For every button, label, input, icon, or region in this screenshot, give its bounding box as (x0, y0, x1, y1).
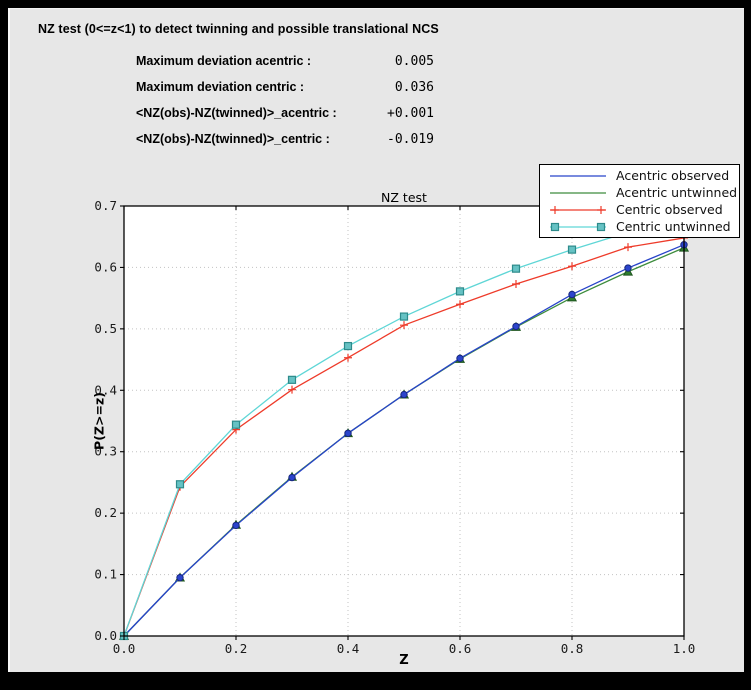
acentric-observed-line-sample-icon (550, 174, 606, 177)
x-tick-label: 0.2 (225, 641, 248, 656)
stat-max-deviation-acentric: Maximum deviation acentric : 0.005 (10, 54, 440, 70)
app-window: NZ test (0<=z<1) to detect twinning and … (8, 8, 744, 672)
stat-label: <NZ(obs)-NZ(twinned)>_acentric : (136, 106, 337, 120)
y-tick-label: 0.5 (94, 321, 117, 336)
stat-nz-diff-centric: <NZ(obs)-NZ(twinned)>_centric : -0.019 (10, 132, 440, 148)
legend-entry-acentric-observed: Acentric observed (546, 167, 739, 184)
legend-entry-centric-observed: Centric observed (546, 201, 739, 218)
acentric-untwinned-line-sample-icon (550, 191, 606, 194)
stat-value: 0.036 (394, 80, 434, 95)
y-tick-label: 0.6 (94, 259, 117, 274)
x-tick-label: 0.8 (561, 641, 584, 656)
legend-label: Acentric untwinned (616, 185, 738, 200)
stat-value: 0.005 (394, 54, 434, 69)
stat-value: +0.001 (387, 106, 434, 121)
x-tick-label: 0.0 (113, 641, 136, 656)
y-tick-label: 0.0 (94, 628, 117, 643)
x-tick-label: 0.4 (337, 641, 360, 656)
legend-label: Acentric observed (616, 168, 730, 183)
plot-area (124, 206, 684, 636)
series-acentric-observed (120, 241, 688, 640)
y-tick-label: 0.3 (94, 444, 117, 459)
y-axis-label: P(Z>=z) (91, 392, 107, 450)
stat-label: Maximum deviation centric : (136, 80, 305, 94)
stat-label: Maximum deviation acentric : (136, 54, 312, 68)
legend-label: Centric observed (616, 202, 723, 217)
x-axis-label: Z (399, 653, 409, 668)
centric-observed-line-sample-icon (550, 205, 606, 214)
y-tick-label: 0.1 (94, 567, 117, 582)
stat-value: -0.019 (387, 132, 434, 147)
legend-entry-centric-untwinned: Centric untwinned (546, 218, 739, 235)
y-tick-label: 0.4 (94, 382, 117, 397)
chart-title: NZ test (381, 190, 427, 205)
x-tick-label: 1.0 (673, 641, 696, 656)
stat-label: <NZ(obs)-NZ(twinned)>_centric : (136, 132, 330, 146)
plot-frame (123, 205, 685, 637)
y-tick-label: 0.2 (94, 505, 117, 520)
y-tick-label: 0.7 (94, 198, 117, 213)
centric-untwinned-line-sample-icon (550, 222, 606, 231)
x-tick-label: 0.6 (449, 641, 472, 656)
stat-nz-diff-acentric: <NZ(obs)-NZ(twinned)>_acentric : +0.001 (10, 106, 440, 122)
legend-entry-acentric-untwinned: Acentric untwinned (546, 184, 739, 201)
legend-label: Centric untwinned (616, 219, 731, 234)
page-title: NZ test (0<=z<1) to detect twinning and … (38, 22, 439, 36)
stat-max-deviation-centric: Maximum deviation centric : 0.036 (10, 80, 440, 96)
nz-test-chart: 0.0 0.1 0.2 0.3 0.4 0.5 0.6 0.7 0.0 0.2 0.4 0.6 0.8 1… (94, 198, 696, 656)
chart-legend: Acentric observed Acentric untwinned Cen… (539, 164, 740, 238)
